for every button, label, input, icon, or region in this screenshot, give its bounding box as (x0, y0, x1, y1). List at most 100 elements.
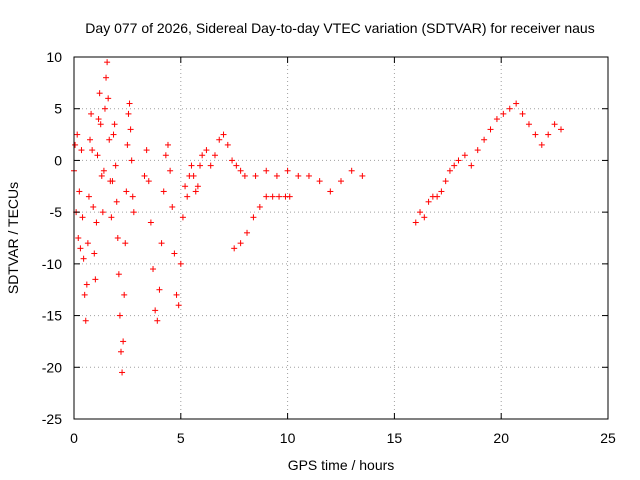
y-tick-label: -20 (42, 359, 62, 375)
x-tick-label: 5 (177, 430, 185, 446)
data-point (125, 110, 132, 117)
data-point (95, 116, 102, 123)
data-point (211, 152, 218, 159)
data-point (316, 178, 323, 185)
data-point (130, 209, 137, 216)
data-point (327, 188, 334, 195)
y-tick-label: -5 (50, 204, 63, 220)
data-point (114, 235, 121, 241)
data-point (182, 183, 189, 190)
data-point (197, 162, 204, 169)
axis-ticks (73, 56, 609, 420)
data-point (468, 162, 475, 169)
data-point (115, 271, 122, 278)
data-point (92, 276, 99, 283)
data-point (284, 167, 291, 174)
data-point (76, 188, 83, 195)
data-point (461, 152, 468, 159)
data-point (194, 183, 201, 190)
data-point (141, 172, 148, 179)
data-point (241, 172, 248, 179)
data-point (87, 136, 94, 143)
data-point (79, 214, 86, 221)
data-point (122, 240, 129, 247)
y-tick-label: 5 (54, 101, 62, 117)
data-point (273, 172, 280, 179)
data-point (99, 209, 106, 216)
data-point (145, 178, 152, 185)
data-point (481, 136, 488, 143)
data-point (101, 105, 108, 112)
data-point (78, 147, 85, 154)
data-point (93, 219, 100, 226)
data-point (338, 178, 344, 185)
data-point (88, 110, 95, 117)
grid-lines (74, 57, 608, 419)
data-point (129, 193, 136, 200)
data-point (111, 121, 118, 128)
data-point (532, 131, 539, 138)
data-point (199, 152, 206, 159)
data-point (80, 255, 87, 262)
data-point (98, 172, 105, 179)
data-point (500, 110, 507, 117)
data-point (250, 214, 257, 221)
data-point (551, 121, 558, 128)
data-point (158, 240, 165, 247)
data-point (207, 162, 214, 169)
data-point (233, 162, 240, 169)
data-point (171, 250, 178, 257)
data-point (442, 178, 449, 185)
data-point (154, 317, 161, 324)
data-point (85, 193, 92, 200)
data-point (434, 193, 441, 200)
data-point (177, 260, 184, 267)
x-tick-label: 10 (280, 430, 296, 446)
y-tick-label: 10 (46, 49, 62, 65)
data-point (421, 214, 428, 221)
data-point (77, 245, 84, 252)
data-point (305, 172, 312, 179)
data-point (150, 266, 157, 273)
data-point (295, 172, 302, 179)
data-point (128, 157, 135, 164)
data-point (558, 126, 565, 133)
data-point (244, 229, 251, 236)
y-tick-label: -10 (42, 256, 62, 272)
data-point (269, 193, 276, 200)
data-point (216, 136, 223, 143)
data-point (252, 172, 259, 179)
data-point (231, 245, 238, 252)
chart-title: Day 077 of 2026, Sidereal Day-to-day VTE… (85, 20, 594, 36)
y-tick-labels: -25 -20 -15 -10 -5 0 5 10 (42, 49, 62, 427)
y-tick-label: 0 (54, 152, 62, 168)
data-point (83, 281, 90, 288)
data-point (173, 291, 180, 298)
data-point (82, 317, 89, 324)
data-point (192, 188, 199, 195)
data-point (474, 147, 481, 154)
data-point (167, 167, 174, 174)
data-point (425, 198, 432, 205)
data-point (203, 147, 210, 154)
x-tick-label: 15 (387, 430, 403, 446)
data-point (224, 141, 231, 148)
data-point (188, 162, 195, 169)
data-point (164, 141, 171, 148)
y-tick-label: -15 (42, 308, 62, 324)
data-point (103, 74, 110, 81)
series-segment-3 (412, 100, 565, 226)
data-point (256, 203, 263, 210)
data-point (451, 162, 458, 169)
data-point (286, 193, 293, 200)
data-point (105, 95, 112, 102)
data-point (237, 167, 244, 174)
data-point (117, 348, 124, 355)
data-point (263, 167, 270, 174)
data-points (71, 59, 565, 376)
data-point (123, 188, 130, 195)
data-point (493, 116, 500, 123)
data-point (127, 126, 134, 133)
data-point (124, 141, 131, 148)
